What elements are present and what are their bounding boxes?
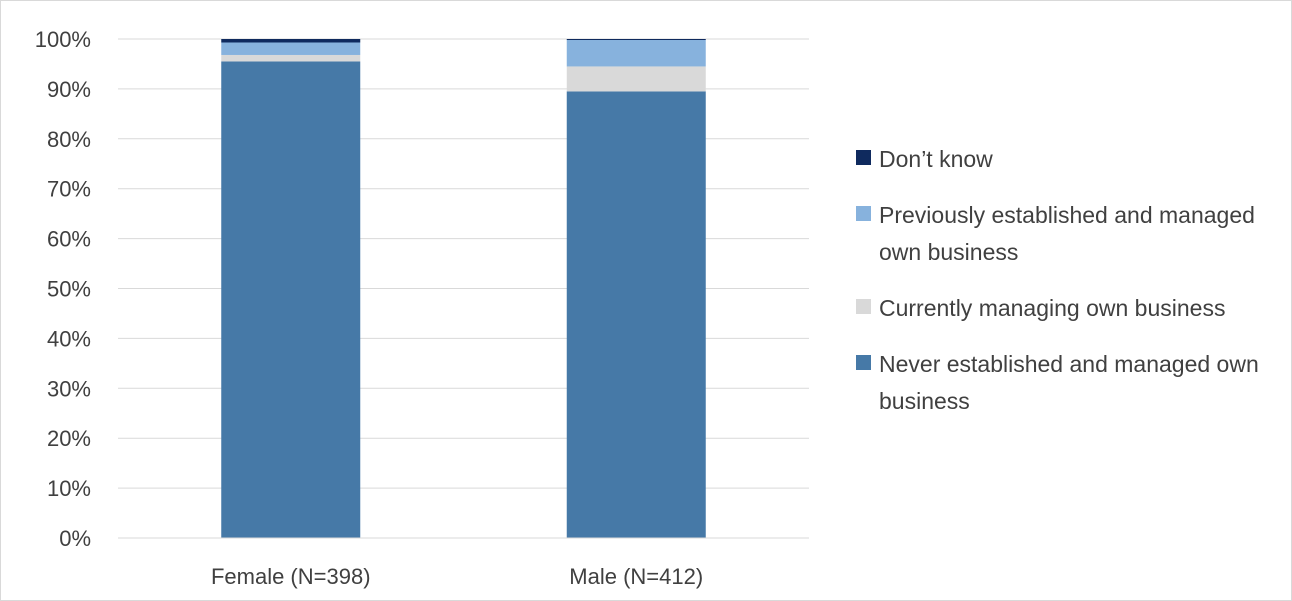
bar-segment [221,42,361,55]
y-tick-label: 40% [47,326,91,351]
bar-segment [221,54,361,62]
x-category-label: Male (N=412) [569,564,703,589]
bar-segment [566,66,706,92]
x-axis-category-labels: Female (N=398) Male (N=412) [211,564,703,589]
x-category-label: Female (N=398) [211,564,371,589]
y-axis-tick-labels: 0% 10% 20% 30% 40% 50% 60% 70% 80% 90% 100% [35,27,91,551]
legend-item: Previously established and managed own b… [856,197,1286,271]
y-tick-label: 20% [47,426,91,451]
bars [221,39,706,539]
legend-swatch [856,355,871,370]
legend-item: Never established and managed own busine… [856,346,1286,420]
bar-segment [221,61,361,538]
y-tick-label: 90% [47,77,91,102]
legend-swatch [856,206,871,221]
legend-label: Previously established and managed own b… [879,202,1255,265]
bar-segment [566,39,706,67]
bar-segment [221,39,361,43]
y-tick-label: 50% [47,277,91,302]
y-tick-label: 0% [59,526,91,551]
y-tick-label: 100% [35,27,91,52]
bar-segment [566,91,706,539]
legend-item: Don’t know [856,141,1286,178]
legend-label: Currently managing own business [879,295,1226,321]
legend-swatch [856,150,871,165]
y-tick-label: 60% [47,227,91,252]
bar-segment [566,39,706,40]
legend: Don’t know Previously established and man… [856,141,1286,439]
y-tick-label: 70% [47,177,91,202]
y-tick-label: 80% [47,127,91,152]
y-tick-label: 10% [47,476,91,501]
y-tick-label: 30% [47,376,91,401]
legend-item: Currently managing own business [856,290,1286,327]
legend-label: Don’t know [879,146,993,172]
legend-label: Never established and managed own busine… [879,351,1259,414]
legend-swatch [856,299,871,314]
